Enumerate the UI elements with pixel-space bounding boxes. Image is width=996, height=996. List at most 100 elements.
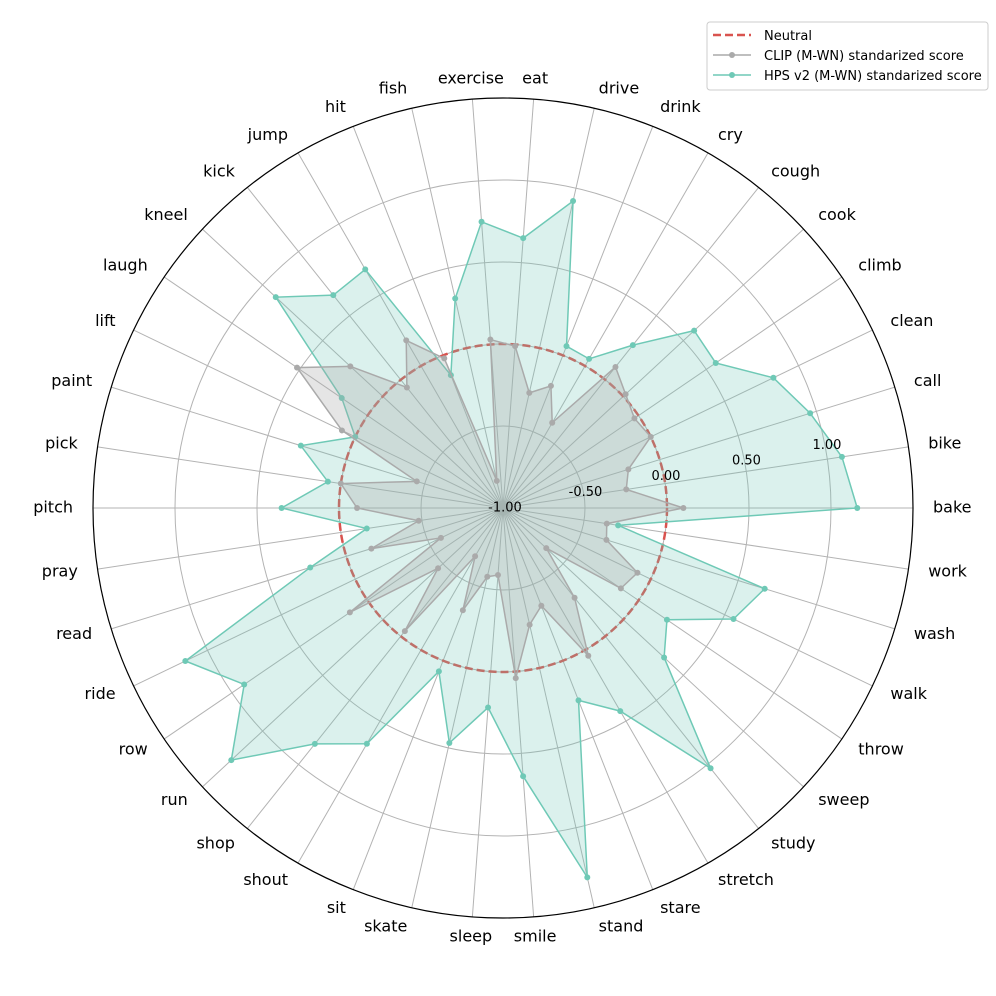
category-label-pitch: pitch [33,498,73,517]
series-hps-point-throw [663,616,670,623]
series-hps-point-pick [324,478,331,485]
series-clip-point-pitch [354,505,361,511]
tick-label-4: 1.00 [812,438,841,453]
spoke-eat [502,99,535,509]
series-hps-point-call [807,410,814,417]
series-clip-point-pick [337,480,344,487]
legend-clip-label: CLIP (M-WN) standarized score [764,49,964,64]
series-clip-point-walk [634,569,641,576]
radial-tick-labels: -1.00 -0.50 0.00 0.50 1.00 [488,438,841,516]
category-label-throw: throw [858,740,904,759]
series-clip-point-sleep [494,572,501,579]
series-hps-point-eat [520,235,527,242]
series-hps-point-sweep [661,654,668,661]
category-label-climb: climb [858,255,901,274]
series-clip-point-ride [437,534,444,541]
spoke-read [111,507,504,630]
legend-hps-marker [729,72,735,78]
category-label-wash: wash [914,624,955,643]
spoke-study [502,507,760,829]
category-label-pick: pick [45,433,78,452]
spoke-wash [502,507,895,630]
legend: Neutral CLIP (M-WN) standarized score HP… [706,21,989,91]
category-label-sit: sit [327,898,346,917]
category-label-paint: paint [51,371,92,390]
category-label-fish: fish [379,78,408,97]
series-clip-point-drink [547,382,554,389]
tick-label-1: -0.50 [569,485,603,500]
series-clip-point-jump [403,337,410,344]
series-layer [182,198,861,881]
series-hps-point-skate [446,740,453,747]
series-clip-point-eat [512,343,519,350]
neutral-circle [337,342,669,674]
series-clip-point-fish [493,477,500,484]
spoke-run [202,507,504,788]
category-label-stare: stare [660,898,700,917]
series-clip-point-drive [526,389,533,396]
spoke-climb [502,276,843,509]
series-clip-point-wash [603,536,610,543]
category-label-drive: drive [599,78,640,97]
category-label-work: work [928,562,967,581]
series-clip-point-pray [415,517,422,524]
spoke-hit [352,126,504,509]
series-clip-point-stand [526,621,533,628]
series-hps-point-jump [362,266,369,273]
series-clip-point-climb [631,415,638,422]
spoke-stretch [502,507,709,864]
spoke-kneel [202,228,504,509]
spoke-lift [133,329,504,509]
series-clip-point-clean [647,433,654,440]
series-clip-point-kneel [347,363,354,370]
series-clip-point-skate [484,573,491,580]
series-clip-point-sweep [543,545,550,552]
spoke-exercise [471,99,504,509]
category-label-ride: ride [85,684,116,703]
series-hps-point-laugh [338,395,345,402]
series-hps-point-fish [452,295,459,302]
spoke-sit [352,507,504,890]
series-clip-point-read [368,545,375,552]
series-clip-point-study [571,594,578,601]
series-clip-point-cook [622,391,629,398]
series-hps-point-clean [770,374,777,381]
series-clip-point-work [603,520,610,527]
category-label-bake: bake [933,498,972,517]
series-hps-point-sleep [485,704,492,711]
series-clip-point-smile [512,675,519,682]
category-label-exercise: exercise [438,69,504,88]
spoke-throw [502,507,843,740]
series-hps-point-stretch [617,708,624,715]
series-clip-point-bike [623,486,630,493]
tick-label-2: 0.00 [652,469,681,484]
series-hps-point-kick [330,292,337,299]
spoke-work [502,507,909,570]
spoke-smile [502,507,535,917]
series-clip-point-bake [680,505,687,511]
category-label-drink: drink [660,97,701,116]
category-label-eat: eat [522,69,548,88]
series-hps-point-shop [311,740,318,747]
series-clip-point-laugh [294,364,301,371]
series-hps-point-cough [629,342,636,349]
spoke-sweep [502,507,804,788]
category-label-row: row [119,740,148,759]
legend-neutral-label: Neutral [764,29,812,44]
series-hps-point-ride [182,657,189,664]
series-hps-point-row [241,681,248,688]
category-label-study: study [771,834,815,853]
spoke-drive [502,108,595,509]
series-hps-point-study [707,765,714,772]
series-hps-point-kneel [272,294,279,301]
category-label-kick: kick [203,161,236,180]
series-hps-point-exercise [478,218,485,225]
category-label-cough: cough [771,161,820,180]
series-hps-point-cook [691,327,698,334]
series-clip-point-cry [549,419,556,426]
category-label-cry: cry [718,125,743,144]
series-hps-point-pitch [278,505,285,511]
outer-frame [92,97,914,919]
series-clip-point-sit [459,607,466,614]
